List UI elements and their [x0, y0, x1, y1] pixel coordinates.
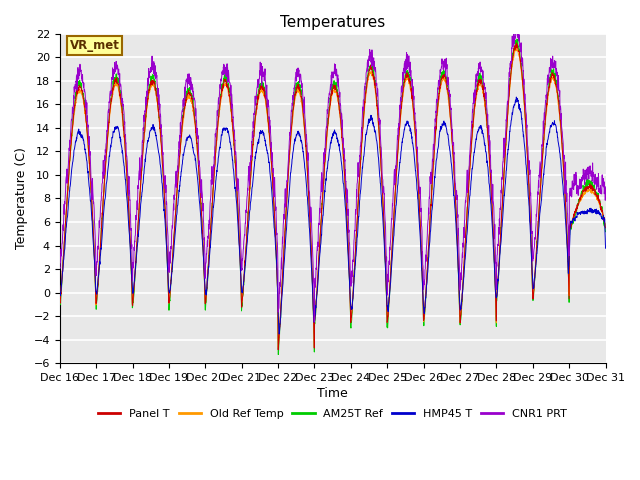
Legend: Panel T, Old Ref Temp, AM25T Ref, HMP45 T, CNR1 PRT: Panel T, Old Ref Temp, AM25T Ref, HMP45 …	[93, 405, 572, 423]
Title: Temperatures: Temperatures	[280, 15, 385, 30]
Y-axis label: Temperature (C): Temperature (C)	[15, 147, 28, 250]
Text: VR_met: VR_met	[70, 39, 120, 52]
X-axis label: Time: Time	[317, 387, 348, 400]
